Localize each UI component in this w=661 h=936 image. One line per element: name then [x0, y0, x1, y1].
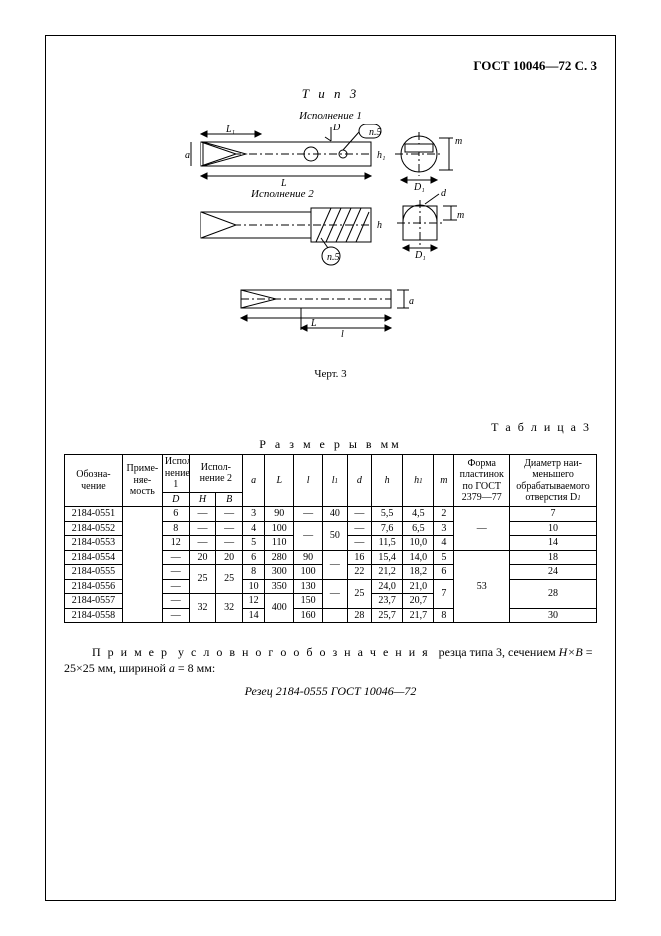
dim-l-bot: l	[341, 329, 344, 340]
hdr-h1: h1	[403, 455, 434, 507]
forma-53: 53	[454, 550, 510, 623]
hdr-l1: l1	[323, 455, 347, 507]
n5-label: n.5	[369, 127, 382, 138]
dim-D: D	[332, 124, 341, 133]
dim-a-left: a	[185, 150, 190, 161]
hdr-L: L	[265, 455, 294, 507]
dim-d-sq: d	[441, 188, 447, 199]
technical-drawing: Исполнение 1	[181, 110, 481, 380]
hdr-m: m	[434, 455, 454, 507]
prim-col	[122, 507, 162, 623]
hdr-diam: Диаметр наи- меньшего обрабатываемого от…	[510, 455, 597, 507]
example-text: П р и м е р у с л о в н о г о о б о з н …	[64, 645, 597, 676]
table-row: 2184-0551 6—— 390— 40— 5,54,52 — 7	[65, 507, 597, 522]
table-number: Т а б л и ц а 3	[64, 420, 597, 435]
page-header: ГОСТ 10046—72 С. 3	[64, 58, 597, 74]
exec2-label: Исполнение 2	[250, 188, 314, 200]
hdr-isp1: Испол- нение 1	[162, 455, 189, 493]
hdr-forma: Форма пластинок по ГОСТ 2379—77	[454, 455, 510, 507]
type-label: Т и п 3	[64, 86, 597, 102]
dim-D1a: D₁	[413, 182, 425, 193]
figure-caption: Черт. 3	[181, 368, 481, 380]
dimensions-table: Обозна- чение Приме- няе- мость Испол- н…	[64, 454, 597, 623]
hdr-B: B	[216, 492, 243, 507]
exec1-label: Исполнение 1	[181, 110, 481, 122]
dim-m-top: m	[455, 136, 462, 147]
hdr-d: d	[347, 455, 371, 507]
dim-h1: h₁	[377, 150, 385, 161]
hdr-H: H	[189, 492, 216, 507]
table-title: Р а з м е р ы в мм	[64, 437, 597, 452]
hdr-oboz: Обозна- чение	[65, 455, 123, 507]
dim-D1b: D₁	[414, 250, 426, 261]
dim-L1: L₁	[225, 124, 235, 135]
dim-h: h	[377, 220, 382, 231]
hdr-a: a	[243, 455, 265, 507]
forma-dash: —	[454, 507, 510, 551]
hdr-D: D	[162, 492, 189, 507]
n5-label2: n.5	[327, 252, 340, 263]
example-designation: Резец 2184-0555 ГОСТ 10046—72	[64, 684, 597, 699]
hdr-isp2: Испол- нение 2	[189, 455, 242, 493]
hdr-l: l	[294, 455, 323, 507]
dim-a-bot: a	[409, 296, 414, 307]
hdr-h: h	[372, 455, 403, 507]
dim-L-bot: L	[310, 318, 317, 329]
dim-m2: m	[457, 210, 464, 221]
hdr-prim: Приме- няе- мость	[122, 455, 162, 507]
